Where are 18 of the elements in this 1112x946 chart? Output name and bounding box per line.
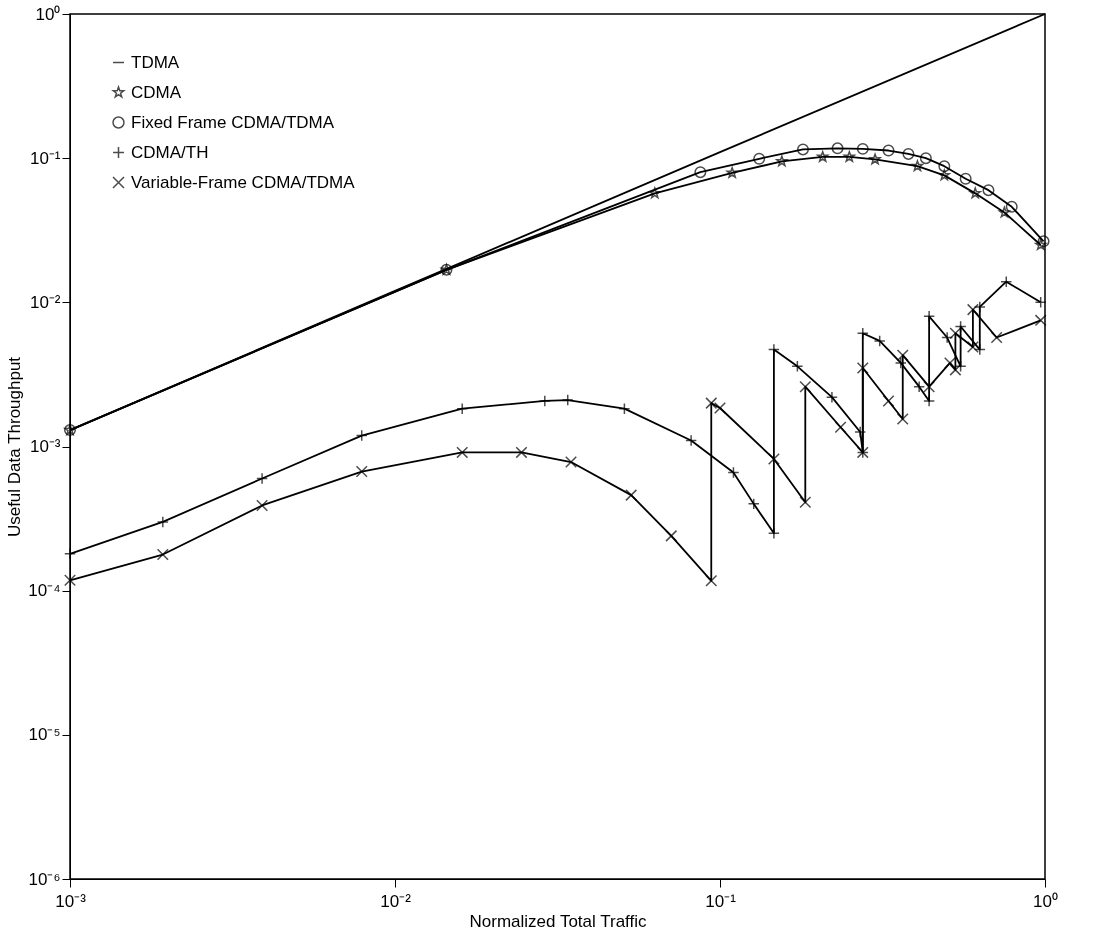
y-tick-label: 10⁻¹ xyxy=(29,148,61,168)
legend-label: TDMA xyxy=(131,52,180,72)
y-tick-label: 10⁰ xyxy=(35,4,61,24)
legend-label: Fixed Frame CDMA/TDMA xyxy=(131,112,335,132)
legend-label: Variable-Frame CDMA/TDMA xyxy=(131,172,356,192)
x-tick-label: 10⁻³ xyxy=(55,891,87,911)
x-tick-label: 10⁰ xyxy=(1033,891,1058,911)
y-axis-title: Useful Data Throughput xyxy=(5,356,25,538)
x-tick-label: 10⁻² xyxy=(380,891,412,911)
legend-label: CDMA/TH xyxy=(131,142,209,162)
y-tick-label: 10⁻² xyxy=(29,292,61,312)
x-axis-title: Normalized Total Traffic xyxy=(469,911,647,931)
y-tick-label: 10⁻⁵ xyxy=(28,725,61,745)
legend-label: CDMA xyxy=(131,82,182,102)
y-tick-label: 10⁻³ xyxy=(29,437,61,456)
y-tick-label: 10⁻⁴ xyxy=(28,581,61,601)
x-tick-label: 10⁻¹ xyxy=(705,891,737,911)
y-tick-label: 10⁻⁶ xyxy=(28,869,61,889)
